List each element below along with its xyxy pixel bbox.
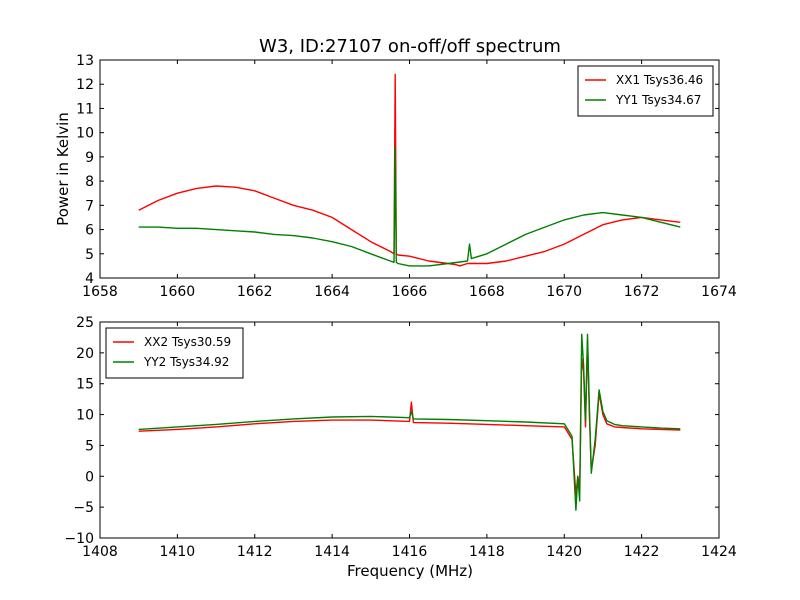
y-tick-label: 20 bbox=[76, 346, 94, 362]
y-tick-label: 4 bbox=[85, 271, 94, 287]
x-tick-label: 1408 bbox=[82, 544, 118, 560]
y-tick-label: 9 bbox=[85, 150, 94, 166]
x-tick-label: 1662 bbox=[237, 284, 273, 300]
legend-label: XX2 Tsys30.59 bbox=[144, 335, 231, 349]
y-tick-label: 5 bbox=[85, 438, 94, 454]
y-tick-label: −5 bbox=[73, 500, 94, 516]
y-tick-label: 10 bbox=[76, 126, 94, 142]
y-tick-label: 6 bbox=[85, 223, 94, 239]
x-tick-label: 1424 bbox=[701, 544, 737, 560]
y-tick-label: 7 bbox=[85, 198, 94, 214]
bottom-panel: 1408 1410 1412 1414 1416 1418 1420 1422 1424 −10 −… bbox=[64, 315, 736, 560]
legend-box bbox=[577, 65, 714, 117]
series-line-1-1 bbox=[138, 73, 681, 267]
y-tick-label: 13 bbox=[76, 53, 94, 69]
y-axis-label: Power in Kelvin bbox=[54, 112, 72, 226]
y-tick-label: 10 bbox=[76, 408, 94, 424]
x-tick-label: 1418 bbox=[469, 544, 505, 560]
x-tick-label: 1674 bbox=[701, 284, 737, 300]
legend: XX1 Tsys36.46 YY1 Tsys34.67 bbox=[577, 65, 714, 117]
x-tick-label: 1666 bbox=[392, 284, 428, 300]
x-tick-label: 1410 bbox=[160, 544, 196, 560]
x-tick-label: 1412 bbox=[237, 544, 273, 560]
x-tick-label: 1416 bbox=[392, 544, 428, 560]
chart-title: W3, ID:27107 on-off/off spectrum bbox=[259, 36, 561, 57]
x-tick-label: 1658 bbox=[82, 284, 118, 300]
x-tick-label: 1420 bbox=[546, 544, 582, 560]
legend-box bbox=[105, 327, 244, 379]
y-tick-label: 11 bbox=[76, 101, 94, 117]
series-line-1-2 bbox=[138, 146, 681, 267]
y-tick-label: 12 bbox=[76, 77, 94, 93]
y-tick-label: 8 bbox=[85, 174, 94, 190]
series-line-2-2 bbox=[138, 333, 681, 511]
legend: XX2 Tsys30.59 YY2 Tsys34.92 bbox=[105, 327, 244, 379]
top-panel: 1658 1660 1662 1664 1666 1668 1670 1672 1674 4 5 6 7… bbox=[54, 53, 737, 300]
legend-label: XX1 Tsys36.46 bbox=[616, 73, 703, 87]
x-tick-label: 1672 bbox=[624, 284, 660, 300]
y-tick-label: −10 bbox=[64, 531, 94, 547]
x-tick-label: 1660 bbox=[160, 284, 196, 300]
y-tick-label: 15 bbox=[76, 377, 94, 393]
y-tick-label: 5 bbox=[85, 247, 94, 263]
x-tick-label: 1668 bbox=[469, 284, 505, 300]
legend-label: YY1 Tsys34.67 bbox=[615, 93, 701, 107]
y-tick-label: 25 bbox=[76, 315, 94, 331]
x-tick-label: 1422 bbox=[624, 544, 660, 560]
y-tick-label: 0 bbox=[85, 469, 94, 485]
x-axis-label: Frequency (MHz) bbox=[347, 562, 473, 580]
x-tick-label: 1670 bbox=[546, 284, 582, 300]
x-tick-label: 1664 bbox=[314, 284, 350, 300]
x-tick-label: 1414 bbox=[314, 544, 350, 560]
legend-label: YY2 Tsys34.92 bbox=[143, 355, 229, 369]
